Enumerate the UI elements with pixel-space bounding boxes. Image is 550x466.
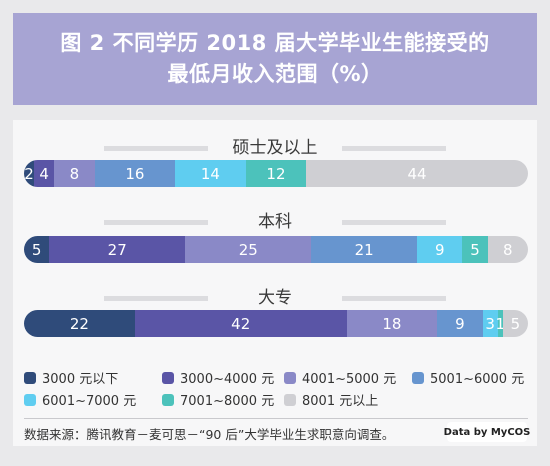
data-label: 21 (354, 240, 374, 259)
group-title: 大专 (258, 288, 292, 308)
chart-title-line1: 图 2 不同学历 2018 届大学毕业生能接受的 (60, 31, 490, 55)
group-title: 本科 (258, 212, 292, 232)
legend-swatch (412, 371, 424, 384)
legend-item: 7001~8000 元 (162, 390, 274, 409)
legend-swatch (24, 393, 36, 406)
data-label: 8 (503, 240, 513, 259)
group-title: 硕士及以上 (232, 138, 318, 158)
bar-segment: 44 (306, 160, 528, 187)
title-divider-left (104, 296, 208, 301)
bar-segment: 5 (24, 236, 50, 263)
bar-segment: 14 (175, 160, 246, 187)
bar-segment: 16 (94, 160, 176, 187)
brand-badge: Data by MyCOS (444, 422, 530, 442)
data-label: 22 (69, 314, 89, 333)
bar-segment: 9 (417, 236, 463, 263)
data-label: 42 (231, 314, 251, 333)
data-label: 1 (495, 314, 506, 333)
legend-item: 3000 元以下 (24, 368, 118, 387)
legend-label: 6001~7000 元 (42, 394, 137, 409)
data-label: 3 (485, 314, 495, 333)
bar-segment: 2 (24, 160, 35, 187)
legend-item: 3000~4000 元 (162, 368, 274, 387)
data-label: 9 (455, 314, 465, 333)
data-label: 5 (470, 240, 480, 259)
bar-segment: 4 (34, 160, 55, 187)
data-label: 18 (382, 314, 402, 333)
chart-header: 图 2 不同学历 2018 届大学毕业生能接受的 最低月收入范围（%） (13, 13, 537, 105)
title-divider-right (342, 146, 446, 151)
legend-label: 8001 元以上 (302, 394, 379, 409)
bar-segment: 12 (245, 160, 307, 187)
data-label: 14 (200, 164, 220, 183)
data-label: 8 (69, 164, 80, 183)
title-divider-left (104, 220, 208, 225)
bar-segment: 8 (54, 160, 95, 187)
bar-segment: 3 (482, 310, 498, 337)
data-source-note: 数据来源：腾讯教育－麦可思－“90 后”大学毕业生求职意向调查。 (24, 427, 395, 442)
bar-segment: 25 (185, 236, 312, 263)
data-label: 9 (435, 240, 445, 259)
bar-segment: 42 (134, 310, 347, 337)
data-label: 2 (24, 164, 34, 183)
legend-item: 4001~5000 元 (284, 368, 396, 387)
bar-segment: 1 (495, 310, 506, 337)
bar-segment: 5 (462, 236, 488, 263)
data-label: 27 (107, 240, 127, 259)
bar-segment: 8 (487, 236, 528, 263)
bar-segment: 5 (502, 310, 528, 337)
footer-divider (24, 418, 528, 419)
legend-label: 3000~4000 元 (180, 372, 275, 387)
legend-swatch (284, 393, 296, 406)
stacked-bar: 22 42 18 9 3 1 5 (24, 310, 528, 337)
bar-segment: 27 (49, 236, 186, 263)
data-label: 12 (266, 164, 286, 183)
legend-item: 5001~6000 元 (412, 368, 524, 387)
legend-item: 8001 元以上 (284, 390, 378, 409)
bar-segment: 21 (311, 236, 418, 263)
bar-segment: 22 (24, 310, 135, 337)
stacked-bar: 5 27 25 21 9 5 8 (24, 236, 528, 263)
legend-label: 4001~5000 元 (302, 372, 397, 387)
legend-swatch (24, 371, 36, 384)
title-divider-left (104, 146, 208, 151)
data-label: 16 (125, 164, 145, 183)
legend-swatch (162, 393, 174, 406)
bar-segment: 18 (346, 310, 438, 337)
chart-title-line2: 最低月收入范围（%） (167, 62, 383, 86)
data-label: 5 (510, 314, 521, 333)
legend-item: 6001~7000 元 (24, 390, 136, 409)
title-divider-right (342, 296, 446, 301)
bar-segment: 9 (437, 310, 483, 337)
data-label: 4 (39, 164, 49, 183)
legend-swatch (284, 371, 296, 384)
data-label: 25 (238, 240, 258, 259)
legend-label: 5001~6000 元 (430, 372, 525, 387)
data-label: 44 (407, 164, 427, 183)
legend-swatch (162, 371, 174, 384)
data-label: 5 (31, 240, 42, 259)
legend-label: 7001~8000 元 (180, 394, 275, 409)
legend-label: 3000 元以下 (42, 372, 119, 387)
title-divider-right (342, 220, 446, 225)
stacked-bar: 2 4 8 16 14 12 44 (24, 160, 528, 187)
